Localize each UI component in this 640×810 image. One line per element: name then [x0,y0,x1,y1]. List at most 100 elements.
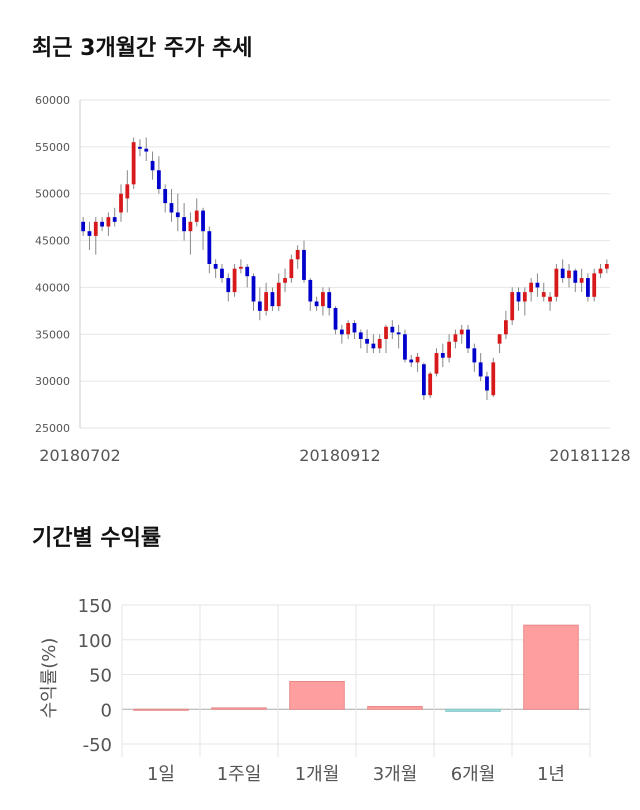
candle-body [522,292,527,302]
price-trend-title: 최근 3개월간 주가 추세 [32,36,253,61]
candle-body [339,329,344,335]
candle-body [251,276,256,302]
candle-body [314,301,319,307]
candle-body [150,160,155,171]
y-tick-label: 35000 [35,328,70,341]
candle-body [182,217,186,232]
candle-body [112,217,117,222]
candle-body [440,353,445,358]
candle-body [283,278,287,283]
candle-body [428,373,433,396]
candle-body [156,170,161,190]
candle-body [592,273,597,297]
return-bar [211,707,267,710]
return-bar-chart: -50 0 50 100 150 1일 1주일 1개월 3개월 6개월 1년 수익률(%) [39,596,591,785]
candle-body [93,221,98,236]
candle-body [548,296,552,302]
y-tick-label: 100 [78,631,112,652]
candle-body [497,334,502,344]
candle-body [604,264,609,269]
return-bar [445,708,501,712]
candle-body [529,282,534,293]
candle-body [390,326,395,333]
candle-body [567,270,571,279]
candle-body [295,249,300,260]
candle-body [207,231,212,264]
x-tick-label: 20181128 [549,446,630,465]
candle-body [365,338,369,344]
candle-body [289,259,294,279]
candle-body [302,249,306,280]
x-category-label: 3개월 [373,764,418,785]
candle-body [100,221,104,227]
candle-body [119,193,123,213]
x-category-label: 1주일 [217,764,262,785]
candle-body [308,279,313,302]
candle-body [87,231,92,236]
candle-body [447,341,451,358]
candle-body [573,270,578,283]
candle-body [491,362,496,396]
candle-body [453,334,458,342]
candle-body [352,323,357,333]
return-bar [523,624,579,710]
return-bar [289,680,345,710]
candle-body [333,308,338,330]
candle-body [131,142,136,185]
candle-body [257,301,262,311]
y-tick-label: 45000 [35,235,70,248]
x-category-label: 6개월 [451,764,496,785]
y-axis-label: 수익률(%) [39,638,60,719]
candle-body [516,292,521,302]
x-category-label: 1년 [537,764,565,785]
candle-body [106,217,111,227]
y-tick-label: -50 [83,735,112,756]
candle-body [472,348,477,363]
candle-body [264,292,269,311]
candle-body [232,268,237,293]
candle-body [485,376,489,391]
candle-body [466,329,470,349]
y-tick-label: 150 [78,596,112,617]
candle-body [138,146,142,149]
candle-body [188,221,193,232]
candlestick-chart: 25000 30000 35000 40000 45000 50000 55000 60000… [35,94,631,465]
candle-body [201,210,205,232]
candle-body [346,323,351,335]
candle-body [598,268,603,274]
candle-body [384,326,388,339]
candle-body [226,278,231,293]
candle-body [245,266,250,277]
return-bar [367,706,423,710]
candle-body [579,278,584,283]
candle-body [560,268,565,279]
y-tick-label: 0 [101,700,112,721]
y-tick-label: 50000 [35,188,70,201]
candle-body [175,212,180,218]
candle-body [125,184,130,199]
candle-body [535,282,540,288]
candle-body [421,364,426,396]
y-tick-label: 55000 [35,141,70,154]
x-tick-label: 20180912 [299,446,380,465]
candle-body [459,329,464,335]
candle-body [270,292,275,307]
candle-body [586,278,590,297]
candle-body [276,282,281,307]
candle-body [81,221,86,232]
x-category-label: 1일 [147,764,175,785]
y-tick-label: 30000 [35,375,70,388]
candle-body [371,343,376,349]
candle-body [403,334,407,360]
candle-body [541,292,546,297]
candle-body [220,268,224,279]
candle-body [434,353,439,374]
y-tick-label: 50 [89,666,112,687]
candle-body [358,332,363,339]
candle-body [163,189,168,204]
candle-body [396,332,401,335]
candle-body [409,359,414,363]
candle-body [478,362,483,377]
candle-body [169,203,174,213]
period-return-title: 기간별 수익률 [32,526,162,551]
